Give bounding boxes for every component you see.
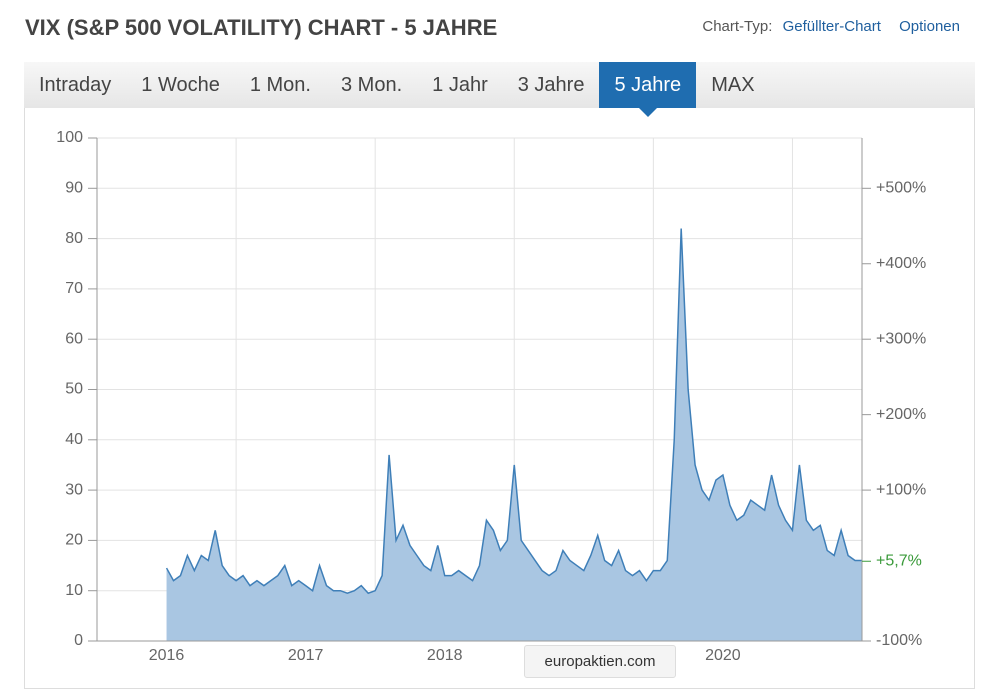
x-tick-label: 2020 [705, 647, 741, 664]
y-tick-label: 60 [65, 330, 83, 347]
y-tick-label: 40 [65, 431, 83, 448]
range-tab[interactable]: Intraday [39, 74, 112, 96]
range-tab[interactable]: 1 Jahr [432, 74, 488, 96]
range-tab[interactable]: 5 Jahre [599, 62, 697, 117]
watermark: europaktien.com [524, 645, 676, 678]
y-tick-label: 10 [65, 582, 83, 599]
y-tick-label: 30 [65, 481, 83, 498]
area-line [165, 228, 862, 595]
range-tab[interactable]: MAX [711, 74, 755, 96]
x-tick-label: 2018 [427, 647, 463, 664]
chart-type-bar: Chart-Typ: Gefüllter-Chart Optionen [702, 18, 960, 35]
range-tab[interactable]: 1 Woche [141, 74, 220, 96]
y-tick-label: 100 [56, 129, 83, 146]
range-tab[interactable]: 1 Mon. [249, 74, 311, 96]
range-tabs: Intraday 1 Woche 1 Mon. 3 Mon. 1 Jahr 3 Jahre… [24, 62, 975, 117]
y-tick-label: 90 [65, 180, 83, 197]
x-tick-label: 2016 [149, 647, 185, 664]
y2-tick-label: -100% [876, 632, 922, 649]
y2-tick-label: +300% [876, 330, 926, 347]
current-change-label: +5,7% [876, 552, 922, 569]
range-tab[interactable]: 3 Mon. [341, 74, 403, 96]
chart-type-label: Chart-Typ: [702, 18, 773, 35]
y2-tick-label: +500% [876, 180, 926, 197]
chart-type-link[interactable]: Gefüllter-Chart [782, 18, 881, 35]
y2-tick-label: +200% [876, 406, 926, 423]
y2-tick-label: +400% [876, 255, 926, 272]
range-tab[interactable]: 3 Jahre [517, 74, 585, 96]
area-fill [166, 228, 862, 642]
page-title: VIX (S&P 500 VOLATILITY) CHART - 5 JAHRE [25, 15, 498, 40]
y-tick-label: 20 [65, 532, 83, 549]
chart-frame [24, 108, 975, 689]
x-tick-label: 2017 [288, 647, 324, 664]
y-tick-label: 0 [74, 632, 83, 649]
y-tick-label: 80 [65, 230, 83, 247]
y-tick-label: 50 [65, 381, 83, 398]
y2-tick-label: +100% [876, 481, 926, 498]
options-link[interactable]: Optionen [899, 18, 960, 35]
y-tick-label: 70 [65, 280, 83, 297]
